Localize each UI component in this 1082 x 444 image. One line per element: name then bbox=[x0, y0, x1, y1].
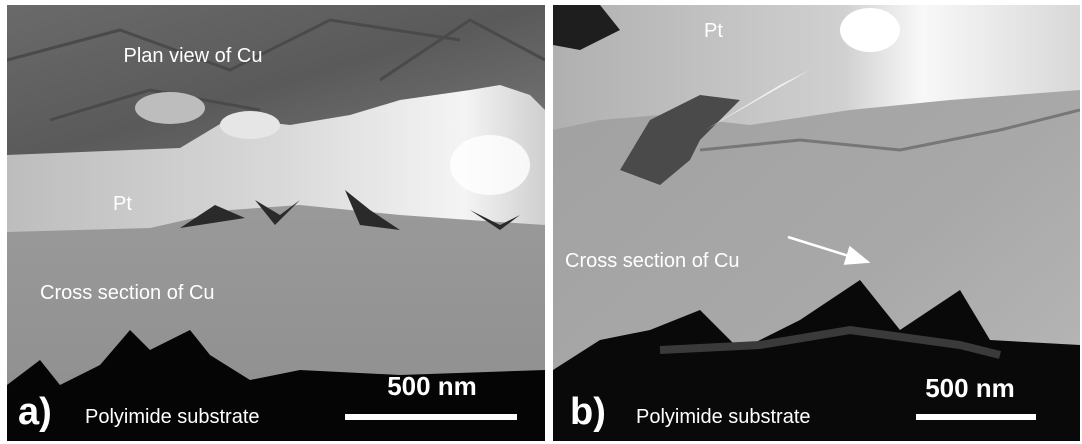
panel-a: Plan view of Cu Pt Cross section of Cu a… bbox=[7, 5, 545, 441]
substrate-label: Polyimide substrate bbox=[85, 406, 260, 428]
substrate-label: Polyimide substrate bbox=[636, 406, 811, 428]
annotation: Pt bbox=[704, 20, 723, 42]
scale-bar bbox=[345, 414, 517, 420]
panel-b: Pt Cross section of Cu b) Polyimide subs… bbox=[553, 5, 1080, 441]
panel-label: a) bbox=[18, 391, 52, 433]
figure: Plan view of Cu Pt Cross section of Cu a… bbox=[0, 0, 1082, 444]
annotation: Plan view of Cu bbox=[124, 45, 263, 67]
panel-label: b) bbox=[570, 391, 606, 433]
annotation: Pt bbox=[113, 193, 132, 215]
annotation: Cross section of Cu bbox=[40, 282, 215, 304]
scale-bar bbox=[916, 414, 1036, 420]
scale-bar-label: 500 nm bbox=[387, 371, 477, 401]
scale-bar-label: 500 nm bbox=[925, 373, 1015, 403]
annotation: Cross section of Cu bbox=[565, 250, 740, 272]
